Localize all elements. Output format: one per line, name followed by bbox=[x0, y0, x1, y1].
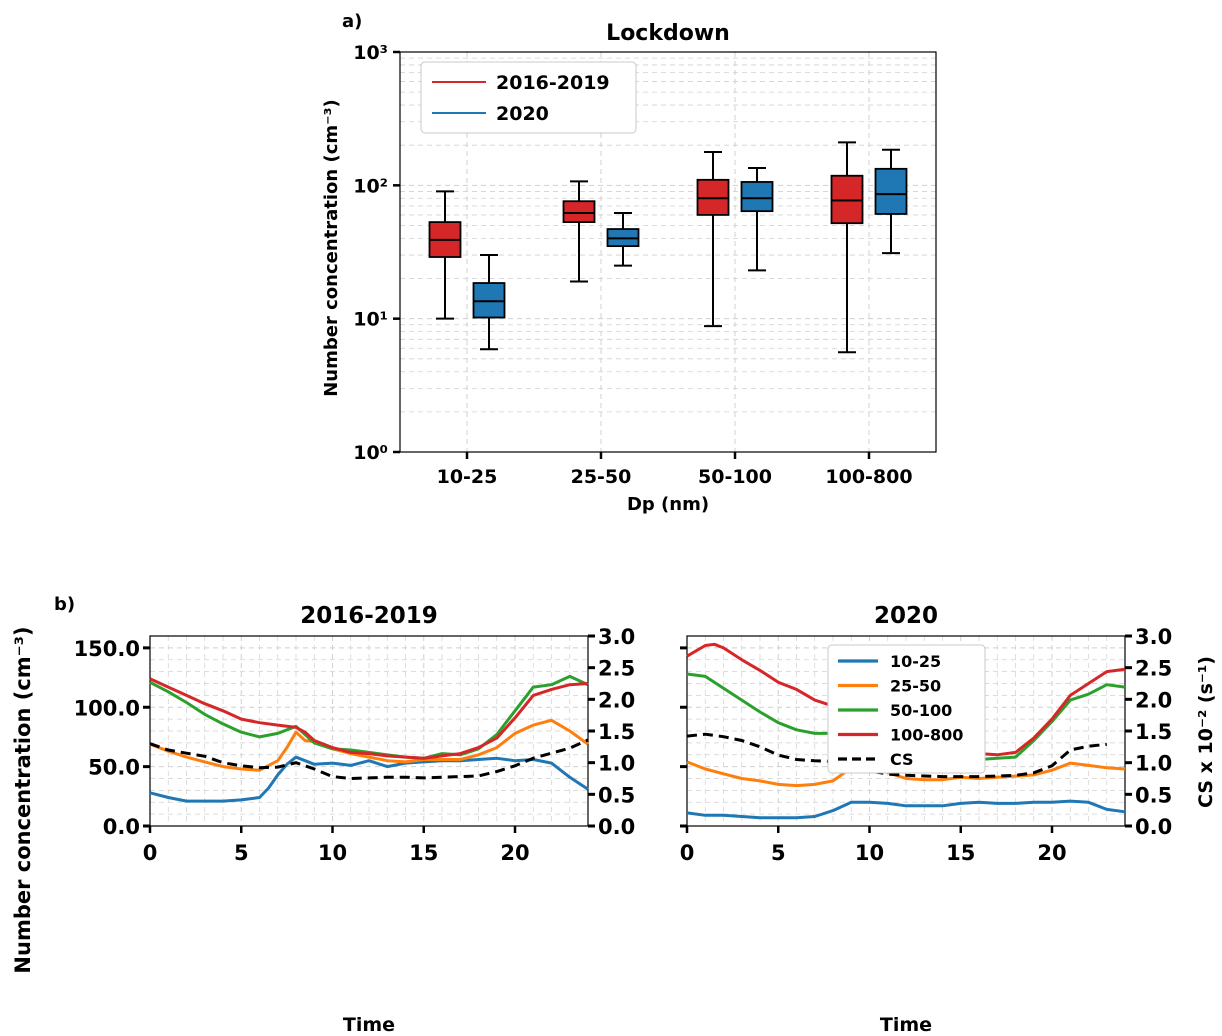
y2-tick-label: 1.0 bbox=[598, 752, 635, 776]
panel-a-label: a) bbox=[342, 11, 362, 32]
subplot-right-title: 2020 bbox=[874, 603, 938, 629]
series-line-100-800 bbox=[149, 677, 589, 760]
panel-b-label: b) bbox=[54, 594, 75, 615]
y2-tick-label: 0.5 bbox=[598, 783, 635, 807]
x-tick-label: 15 bbox=[409, 841, 438, 865]
y-tick-label: 100.0 bbox=[74, 696, 140, 720]
legend-box bbox=[420, 61, 637, 134]
y-tick-label: 10¹ bbox=[353, 309, 388, 331]
series-line-10-25 bbox=[686, 799, 1126, 820]
box-2020-25-50 bbox=[606, 212, 640, 267]
box-2020-10-25 bbox=[472, 254, 506, 351]
panel-b-ylabel: Number concentration (cm⁻³) bbox=[11, 626, 35, 973]
y2-tick-label: 2.5 bbox=[1135, 657, 1172, 681]
box-iqr bbox=[740, 181, 774, 213]
x-tick-label: 10-25 bbox=[437, 466, 498, 488]
legend-label-2020: 2020 bbox=[496, 103, 549, 125]
panel-a-legend: 2016-2019 2020 bbox=[420, 61, 637, 134]
x-tick-label: 15 bbox=[946, 841, 975, 865]
subplot-right-ticks: 0 5 10 15 20 0.0 0.5 1.0 1.5 2.0 2.5 3.0 bbox=[680, 625, 1173, 865]
box-2016-2019-25-50 bbox=[562, 180, 596, 283]
panel-a-x-ticks: 10-25 25-50 50-100 100-800 bbox=[437, 452, 913, 488]
y2-tick-label: 1.5 bbox=[598, 720, 635, 744]
panel-a-xlabel: Dp (nm) bbox=[627, 494, 709, 515]
x-tick-label: 100-800 bbox=[825, 466, 912, 488]
y2-tick-label: 3.0 bbox=[598, 625, 635, 649]
series-line-CS bbox=[686, 732, 1107, 779]
x-tick-label: 10 bbox=[318, 841, 347, 865]
series-line-10-25 bbox=[149, 755, 589, 803]
box-2016-2019-50-100 bbox=[696, 150, 730, 328]
x-tick-label: 5 bbox=[771, 841, 786, 865]
panel-a-boxes bbox=[428, 141, 908, 354]
x-tick-label: 20 bbox=[500, 841, 529, 865]
series-line-25-50 bbox=[686, 760, 1126, 788]
x-tick-label: 0 bbox=[143, 841, 158, 865]
y2-tick-label: 0.0 bbox=[598, 815, 635, 839]
legend-label-2016-2019: 2016-2019 bbox=[496, 72, 610, 94]
panel-b: b) Number concentration (cm⁻³) 2016-2019… bbox=[11, 594, 1217, 1036]
x-tick-label: 20 bbox=[1037, 841, 1066, 865]
y-tick-label: 10² bbox=[353, 175, 388, 197]
x-tick-label: 50-100 bbox=[698, 466, 772, 488]
box-iqr bbox=[472, 282, 506, 319]
legend-label-25-50: 25-50 bbox=[890, 677, 941, 696]
y2-tick-label: 1.0 bbox=[1135, 752, 1172, 776]
subplot-right-xlabel: Time bbox=[880, 1014, 932, 1036]
subplot-left-xlabel: Time bbox=[343, 1014, 395, 1036]
y2-tick-label: 2.0 bbox=[1135, 688, 1172, 712]
y2-tick-label: 2.5 bbox=[598, 657, 635, 681]
subplot-right-y2label: CS x 10⁻² (s⁻¹) bbox=[1195, 656, 1217, 808]
panel-a-y-ticks: 10⁰ 10¹ 10² 10³ bbox=[353, 42, 400, 464]
box-2020-100-800 bbox=[874, 148, 908, 255]
legend-label-100-800: 100-800 bbox=[890, 726, 963, 745]
y2-tick-label: 1.5 bbox=[1135, 720, 1172, 744]
subplot-left-ticks: 0 5 10 15 20 0.0 50.0 100.0 150.0 0.0 0.5 1.0 1.5 2.0… bbox=[74, 625, 636, 865]
x-tick-label: 10 bbox=[855, 841, 884, 865]
y2-tick-label: 0.5 bbox=[1135, 783, 1172, 807]
legend-box bbox=[827, 644, 986, 774]
box-iqr bbox=[874, 167, 908, 215]
y-tick-label: 50.0 bbox=[88, 756, 140, 780]
box-2016-2019-10-25 bbox=[428, 190, 462, 320]
subplot-left-title: 2016-2019 bbox=[300, 603, 438, 629]
legend-label-CS: CS bbox=[890, 750, 914, 769]
box-2020-50-100 bbox=[740, 166, 774, 272]
subplot-2020: 2020 0 5 10 15 200.00.51.01.52.02.53.0 Time … bbox=[680, 603, 1217, 1036]
panel-a-ylabel: Number concentration (cm⁻³) bbox=[321, 99, 342, 397]
y-tick-label: 150.0 bbox=[74, 637, 140, 661]
y-tick-label: 0.0 bbox=[103, 815, 140, 839]
panel-a: a) Lockdown 10⁰ 10¹ 10² 10³ 10-25 25-50 50-10… bbox=[321, 11, 937, 515]
panel-a-frame bbox=[399, 51, 937, 453]
subplot-2016-2019: 2016-2019 0 5 10 15 20 0.0 50.0 100.0 150.0 0.0 0.… bbox=[74, 603, 636, 1036]
legend-label-10-25: 10-25 bbox=[890, 652, 941, 671]
box-iqr bbox=[562, 200, 596, 223]
y-tick-label: 10³ bbox=[353, 42, 388, 64]
y-tick-label: 10⁰ bbox=[353, 442, 388, 464]
subplot-left-lines bbox=[149, 674, 589, 803]
y2-tick-label: 2.0 bbox=[598, 688, 635, 712]
y2-tick-label: 3.0 bbox=[1135, 625, 1172, 649]
panel-a-title: Lockdown bbox=[606, 21, 730, 46]
x-tick-label: 5 bbox=[234, 841, 249, 865]
legend-label-50-100: 50-100 bbox=[890, 701, 952, 720]
series-line-50-100 bbox=[149, 674, 589, 760]
x-tick-label: 0 bbox=[680, 841, 695, 865]
x-tick-label: 25-50 bbox=[571, 466, 632, 488]
panel-b-legend: 10-25 25-50 50-100 100-800 CS bbox=[827, 644, 986, 774]
series-line-CS bbox=[149, 738, 589, 781]
box-2016-2019-100-800 bbox=[830, 141, 864, 354]
y2-tick-label: 0.0 bbox=[1135, 815, 1172, 839]
